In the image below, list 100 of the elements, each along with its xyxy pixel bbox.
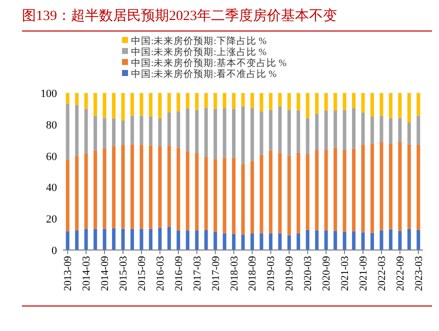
bar: [148, 228, 152, 250]
bar: [287, 93, 291, 110]
bar: [380, 142, 384, 230]
bar: [398, 93, 402, 118]
bar: [186, 230, 190, 250]
bar: [370, 116, 374, 144]
bar: [186, 93, 190, 108]
bar: [250, 93, 254, 108]
bar: [167, 112, 171, 146]
bar: [370, 93, 374, 117]
bar: [268, 93, 272, 110]
bar: [380, 93, 384, 116]
bar: [407, 228, 411, 250]
bar: [195, 230, 199, 250]
bar: [370, 232, 374, 250]
bar: [398, 142, 402, 231]
bar: [407, 122, 411, 144]
x-tick-label: 2021-03: [340, 256, 352, 291]
legend-label: 中国:未来房价预期:下降占比 %: [131, 35, 267, 47]
bar: [158, 93, 162, 118]
bar: [361, 112, 365, 144]
bar: [214, 108, 218, 160]
bar: [306, 230, 310, 250]
bar: [214, 232, 218, 250]
bar: [306, 93, 310, 118]
bar: [167, 146, 171, 227]
bar: [102, 93, 106, 118]
bar: [195, 93, 199, 110]
bar: [361, 93, 365, 112]
legend-item: 中国:未来房价预期:看不准占比 %: [122, 70, 277, 80]
bar: [232, 158, 236, 234]
x-tick-label: 2019-09: [284, 256, 296, 291]
bar: [342, 150, 346, 232]
bar: [112, 146, 116, 228]
bar: [388, 118, 392, 144]
bar: [315, 114, 319, 150]
bar: [342, 93, 346, 110]
bar: [148, 146, 152, 229]
bar: [315, 93, 319, 114]
legend-label: 中国:未来房价预期:看不准占比 %: [131, 68, 277, 80]
bar: [278, 93, 282, 106]
y-tick-label: 60: [46, 150, 58, 163]
bar: [158, 146, 162, 228]
x-tick-label: 2022-09: [395, 256, 406, 291]
legend-item: 中国:未来房价预期:上涨占比 %: [122, 48, 267, 58]
bar: [268, 110, 272, 150]
bar: [195, 110, 199, 153]
bar: [222, 158, 226, 234]
bar: [334, 148, 338, 231]
bar: [342, 232, 346, 250]
bar: [102, 228, 106, 250]
bar: [260, 154, 264, 234]
bar: [102, 118, 106, 148]
bar: [306, 154, 310, 230]
bar: [84, 153, 88, 229]
bar: [121, 93, 125, 120]
bar: [334, 230, 338, 250]
x-tick-label: 2016-03: [155, 256, 166, 291]
bar: [112, 228, 116, 250]
y-tick-label: 20: [46, 214, 58, 226]
bar: [204, 157, 208, 230]
bar: [380, 116, 384, 142]
x-tick-label: 2022-03: [376, 256, 388, 291]
x-tick-label: 2018-03: [229, 256, 240, 291]
bar: [186, 108, 190, 152]
bar: [324, 230, 328, 250]
bar: [416, 93, 420, 116]
x-tick-label: 2023-03: [414, 256, 425, 291]
bar: [204, 230, 208, 250]
bar: [388, 144, 392, 230]
x-tick-label: 2020-09: [322, 256, 333, 291]
bar: [407, 144, 411, 229]
bar: [260, 93, 264, 112]
bar: [130, 93, 134, 116]
bar: [66, 160, 70, 232]
x-tick-label: 2014-03: [82, 256, 93, 291]
bar: [222, 233, 226, 250]
bar: [148, 93, 152, 117]
x-tick-label: 2016-09: [174, 256, 185, 291]
bar: [214, 93, 218, 109]
bar: [250, 234, 254, 250]
bar: [361, 232, 365, 250]
x-tick-label: 2014-09: [100, 256, 112, 291]
bar: [94, 150, 98, 229]
bar: [260, 112, 264, 155]
y-tick-label: 100: [40, 88, 58, 100]
bar: [75, 93, 79, 106]
bar: [241, 234, 245, 250]
x-tick-label: 2020-03: [303, 256, 314, 291]
bar: [130, 116, 134, 144]
bar: [324, 110, 328, 150]
bar: [130, 144, 134, 229]
legend-item: 中国:未来房价预期:基本不变占比 %: [122, 59, 287, 69]
bar: [278, 106, 282, 153]
bar: [204, 108, 208, 158]
bar: [416, 116, 420, 145]
bar: [287, 110, 291, 156]
y-tick-label: 0: [52, 245, 58, 257]
bar: [94, 116, 98, 150]
bar: [140, 144, 144, 229]
